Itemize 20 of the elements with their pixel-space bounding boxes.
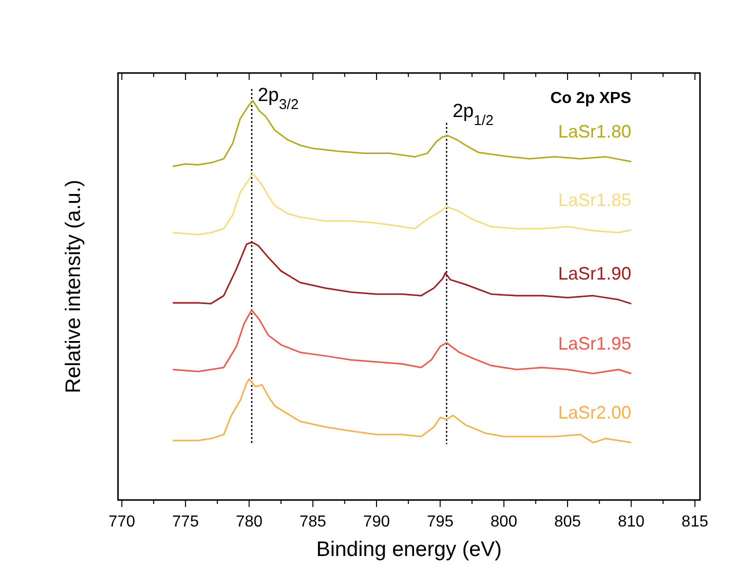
- x-tick-label: 815: [682, 514, 708, 531]
- x-tick-label: 790: [363, 514, 390, 531]
- x-axis-title: Binding energy (eV): [316, 538, 502, 561]
- x-tick-label: 795: [426, 514, 454, 531]
- x-tick-label: 775: [172, 514, 199, 531]
- series-label: LaSr1.95: [558, 333, 632, 354]
- x-tick-label: 805: [554, 514, 581, 531]
- x-tick-label: 810: [618, 514, 645, 531]
- ref-line-label: 2p$_{1/2}$: [452, 100, 494, 129]
- x-tick-label: 800: [490, 514, 518, 531]
- x-tick-label: 770: [108, 514, 136, 531]
- y-axis-title: Relative intensity (a.u.): [62, 180, 85, 394]
- ref-line-label: 2p$_{3/2}$: [258, 84, 299, 113]
- series-label: LaSr1.90: [558, 264, 632, 284]
- x-tick-label: 780: [236, 514, 263, 531]
- series-label: LaSr1.85: [558, 190, 632, 210]
- series-label: LaSr2.00: [558, 402, 632, 423]
- series-label: LaSr1.80: [558, 122, 632, 142]
- x-tick-label: 785: [299, 514, 326, 531]
- annotation: Co 2p XPS: [550, 90, 632, 107]
